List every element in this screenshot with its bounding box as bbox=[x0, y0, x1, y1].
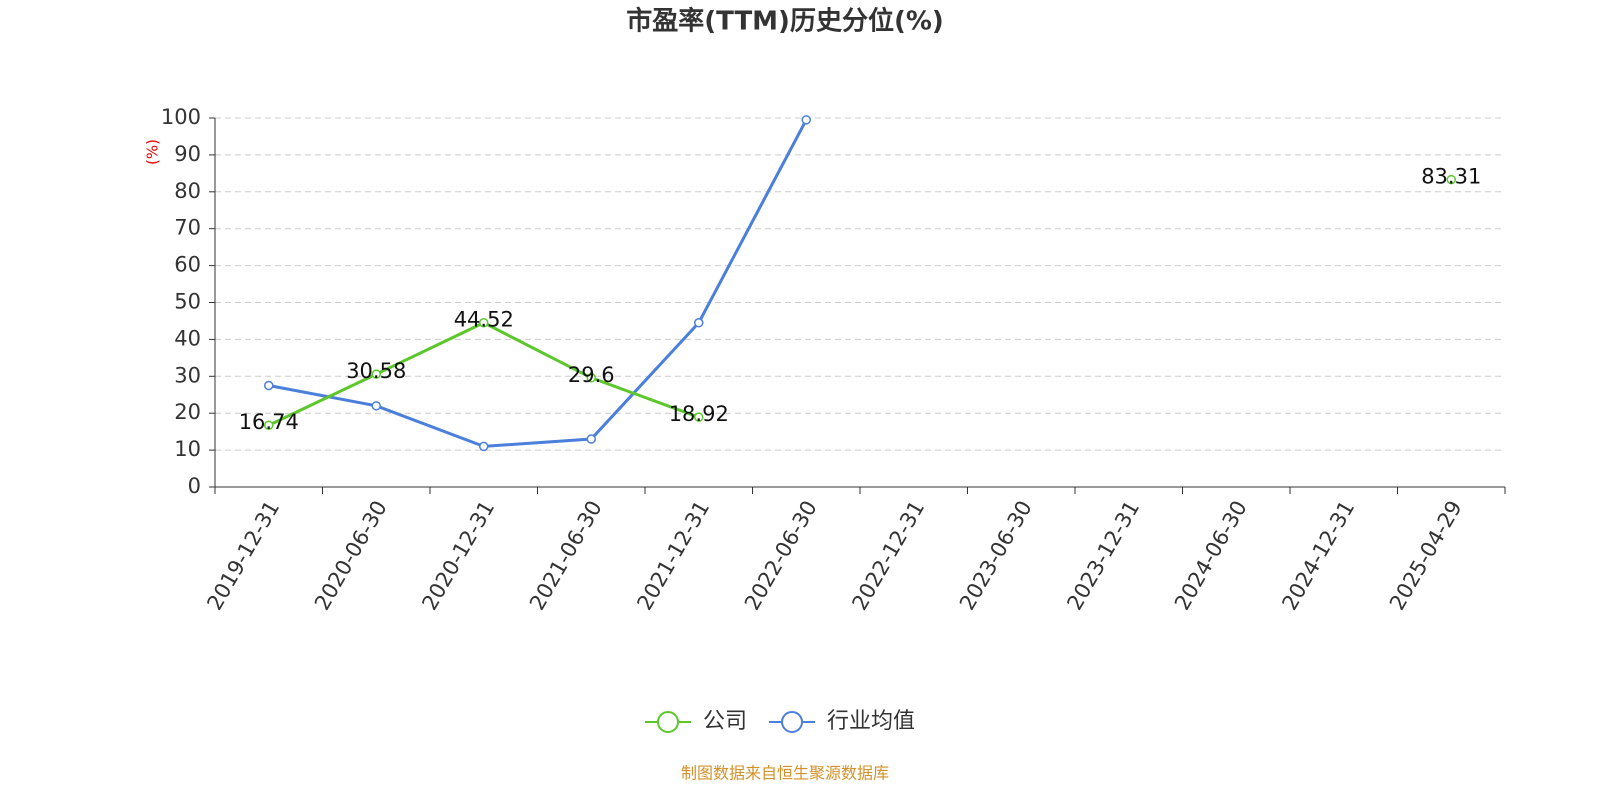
data-label: 44.52 bbox=[454, 308, 514, 332]
x-tick-label: 2020-06-30 bbox=[310, 497, 392, 615]
chart-title: 市盈率(TTM)历史分位(%) bbox=[626, 6, 944, 37]
point bbox=[586, 373, 596, 383]
point bbox=[264, 380, 274, 391]
x-tick-label: 2024-06-30 bbox=[1170, 497, 1252, 615]
data-label: 16.74 bbox=[239, 410, 299, 434]
point bbox=[264, 420, 274, 430]
point bbox=[694, 318, 704, 328]
x-tick-label: 2020-12-31 bbox=[417, 497, 499, 615]
legend-label: 公司 bbox=[703, 709, 747, 734]
y-tick-label: 70 bbox=[174, 216, 201, 240]
data-label: 83.31 bbox=[1421, 165, 1481, 189]
y-tick-label: 20 bbox=[174, 400, 201, 424]
y-tick-label: 10 bbox=[174, 437, 201, 461]
x-tick-label: 2019-12-31 bbox=[202, 497, 284, 615]
x-tick-label: 2025-04-29 bbox=[1385, 497, 1467, 615]
data-label: 29.6 bbox=[568, 363, 615, 387]
y-tick-label: 90 bbox=[174, 142, 201, 166]
legend-marker bbox=[657, 711, 679, 733]
x-tick-label: 2023-12-31 bbox=[1062, 497, 1144, 615]
y-tick-label: 80 bbox=[174, 179, 201, 203]
x-tick-label: 2021-06-30 bbox=[525, 497, 607, 615]
legend-marker bbox=[781, 711, 804, 733]
y-tick-label: 100 bbox=[161, 105, 201, 129]
y-tick-label: 50 bbox=[174, 290, 201, 314]
series-line bbox=[268, 119, 808, 448]
legend-label: 行业均值 bbox=[827, 709, 915, 734]
y-tick-label: 40 bbox=[174, 326, 201, 350]
x-tick-label: 2024-12-31 bbox=[1277, 497, 1359, 615]
x-tick-label: 2022-12-31 bbox=[847, 497, 929, 615]
x-tick-label: 2023-06-30 bbox=[955, 497, 1037, 615]
footer: 制图数据来自恒生聚源数据库 bbox=[681, 764, 889, 783]
point bbox=[801, 115, 811, 125]
data-label: 30.58 bbox=[346, 359, 406, 383]
y-tick-label: 60 bbox=[174, 253, 201, 277]
y-tick-label: 0 bbox=[188, 474, 201, 498]
point bbox=[694, 412, 704, 422]
point bbox=[479, 317, 489, 328]
point bbox=[371, 369, 381, 379]
y-tick-label: 30 bbox=[174, 363, 201, 387]
y-axis-label: (%) bbox=[144, 139, 162, 165]
point bbox=[371, 401, 381, 411]
point bbox=[1446, 174, 1456, 185]
point bbox=[479, 441, 489, 452]
point bbox=[586, 434, 596, 444]
x-tick-label: 2022-06-30 bbox=[740, 497, 822, 615]
data-label: 18.92 bbox=[669, 402, 729, 426]
x-tick-label: 2021-12-31 bbox=[632, 497, 714, 615]
